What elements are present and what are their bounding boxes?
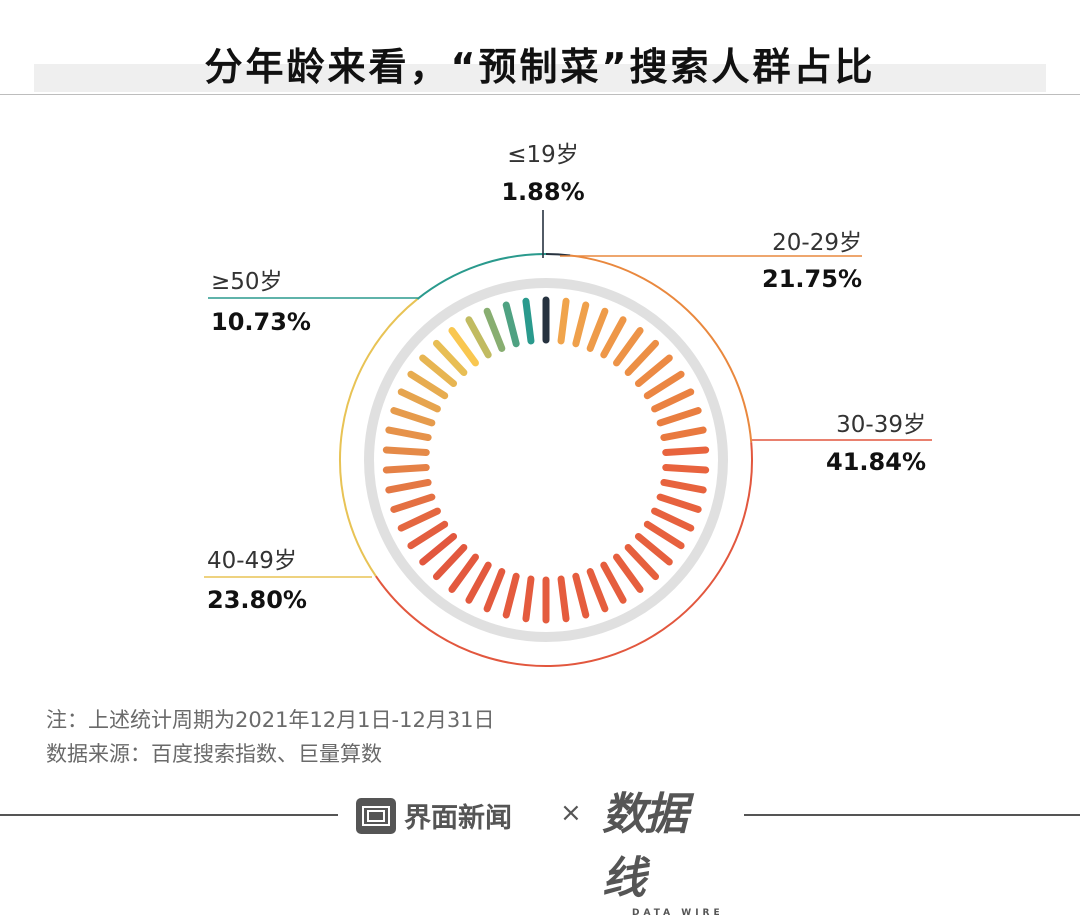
label-40-49: 40-49岁 xyxy=(207,548,297,574)
outer-ring xyxy=(339,253,753,668)
outer-arc-30-39 xyxy=(375,442,753,668)
inner-gray-ring xyxy=(364,278,728,642)
value-le19: 1.88% xyxy=(501,178,584,206)
dash-mark xyxy=(397,388,441,413)
dash-mark xyxy=(522,297,535,345)
dash-mark xyxy=(432,543,468,581)
dash-mark xyxy=(662,464,710,474)
label-le19: ≤19岁 xyxy=(507,142,579,168)
dash-ring xyxy=(382,296,710,624)
dash-mark xyxy=(634,532,673,566)
dash-mark xyxy=(448,553,479,593)
dash-mark xyxy=(483,307,506,352)
dash-mark xyxy=(600,561,627,604)
dash-mark xyxy=(656,493,702,513)
leader-lines xyxy=(204,210,932,578)
dash-mark xyxy=(586,568,609,613)
outer-arc-40-49 xyxy=(339,298,419,577)
dash-mark xyxy=(407,520,449,550)
brand-name: 界面新闻 xyxy=(404,803,512,834)
period-note: 注：上述统计周期为2021年12月1日-12月31日 xyxy=(46,708,495,732)
dash-mark xyxy=(419,354,458,388)
times-sign: × xyxy=(560,798,582,828)
dash-mark xyxy=(390,407,436,427)
dash-mark xyxy=(557,297,570,345)
dash-mark xyxy=(600,316,627,359)
value-40-49: 23.80% xyxy=(207,586,307,614)
dash-mark xyxy=(419,532,458,566)
value-20-29: 21.75% xyxy=(762,265,862,293)
dash-mark xyxy=(465,561,492,604)
dash-mark xyxy=(572,301,590,348)
dash-mark xyxy=(613,327,644,367)
label-ge50: ≥50岁 xyxy=(211,269,283,295)
partner-name: 数据线 xyxy=(602,789,688,904)
dash-mark xyxy=(660,426,707,442)
dash-mark xyxy=(660,478,707,494)
partner-logo: 数据线 DATA WIRE xyxy=(602,778,726,918)
dash-mark xyxy=(662,446,710,456)
label-30-39: 30-39岁 xyxy=(836,412,926,438)
source-note: 数据来源：百度搜索指数、巨量算数 xyxy=(46,742,382,766)
dash-mark xyxy=(385,478,432,494)
brand-logo: 界面新闻 xyxy=(356,796,512,835)
dash-mark xyxy=(572,572,590,619)
value-30-39: 41.84% xyxy=(826,448,926,476)
outer-arc-20-29 xyxy=(570,254,753,443)
dash-mark xyxy=(557,575,570,623)
dash-mark xyxy=(651,388,695,413)
dash-mark xyxy=(643,520,685,550)
value-ge50: 10.73% xyxy=(211,308,311,336)
dash-mark xyxy=(407,370,449,400)
slice-labels: ≤19岁 1.88% 20-29岁 21.75% 30-39岁 41.84% 40-49岁 2… xyxy=(207,142,926,614)
dash-mark xyxy=(624,339,660,377)
title-rule xyxy=(0,94,1080,95)
footer-rule-right xyxy=(744,814,1080,816)
dash-mark xyxy=(397,507,441,532)
dash-mark xyxy=(634,354,673,388)
dash-mark xyxy=(483,568,506,613)
dash-mark xyxy=(448,327,479,367)
dash-mark xyxy=(586,307,609,352)
footer-rule-left xyxy=(0,814,338,816)
dash-mark xyxy=(613,553,644,593)
partner-subtitle: DATA WIRE xyxy=(632,908,724,918)
dash-mark xyxy=(382,446,430,456)
brand-icon xyxy=(356,797,396,834)
label-20-29: 20-29岁 xyxy=(772,230,862,256)
title-band xyxy=(34,64,1046,92)
donut-chart: ≤19岁 1.88% 20-29岁 21.75% 30-39岁 41.84% 40-49岁 2… xyxy=(204,142,932,668)
dash-mark xyxy=(382,464,430,474)
dash-mark xyxy=(385,426,432,442)
dash-mark xyxy=(390,493,436,513)
dash-mark xyxy=(465,316,492,359)
outer-arc-ge50 xyxy=(416,253,547,300)
dash-mark xyxy=(656,407,702,427)
dash-mark xyxy=(651,507,695,532)
dash-mark xyxy=(502,301,520,348)
dash-mark xyxy=(643,370,685,400)
dash-mark xyxy=(624,543,660,581)
dash-mark xyxy=(502,572,520,619)
dash-mark xyxy=(432,339,468,377)
chart-title: 分年龄来看，“预制菜”搜索人群占比 xyxy=(204,45,876,89)
dash-mark xyxy=(522,575,535,623)
